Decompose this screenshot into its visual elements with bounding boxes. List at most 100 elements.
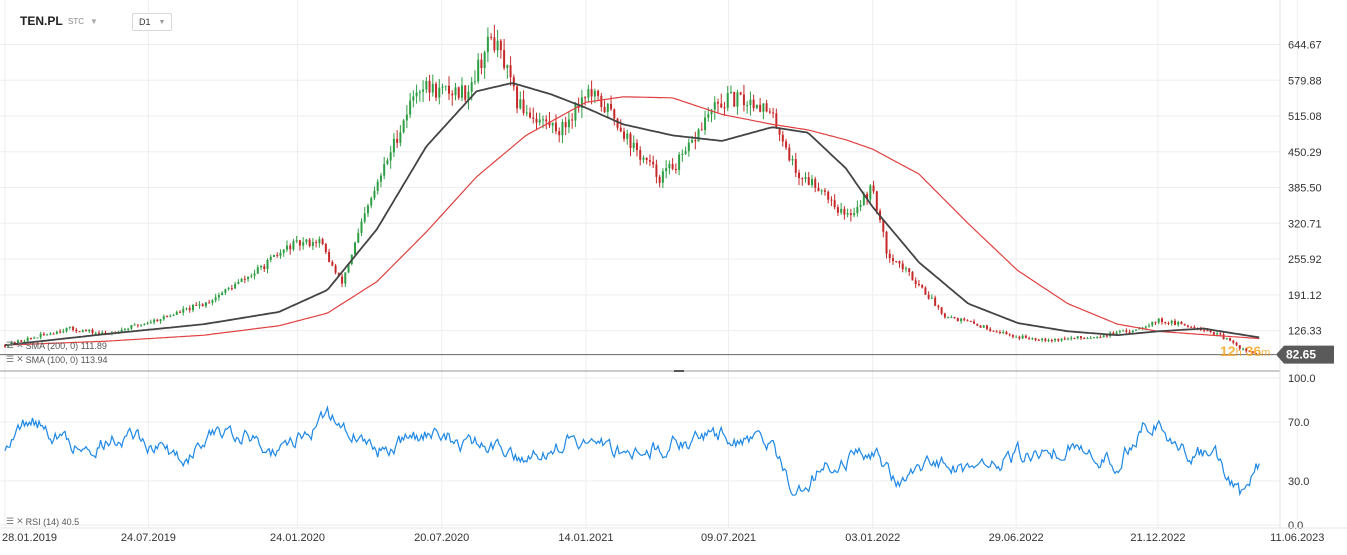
candle-down [963,318,966,321]
candle-up [460,85,463,98]
candle-up [1054,338,1057,341]
candle-down [830,199,833,201]
candle-up [422,89,425,92]
candle-down [558,131,561,136]
menu-icon[interactable]: ☰ [6,340,15,350]
candle-down [671,163,674,169]
candle-down [1079,336,1082,339]
rsi-legend[interactable]: ☰ ✕ RSI (14) 40.5 [6,516,79,527]
candle-up [146,323,149,325]
sma200-legend[interactable]: ☰ ✕ SMA (200, 0) 111.89 [6,340,107,351]
candle-down [623,131,626,139]
countdown-hours: 12 [1220,343,1236,359]
candle-up [175,311,178,315]
candle-down [532,117,535,119]
candle-down [1099,337,1102,339]
candle-up [1002,331,1005,333]
rsi-tick-label: 0.0 [1288,520,1303,532]
candle-down [940,307,943,314]
price-tick-label: 191.12 [1288,290,1322,302]
candle-up [1067,338,1070,340]
candle-down [1167,322,1170,324]
candle-up [810,179,813,185]
candle-down [522,99,525,114]
candle-up [749,99,752,106]
candle-up [130,325,133,329]
candle-up [1086,337,1089,339]
candle-down [927,294,930,299]
candle-down [1222,334,1225,340]
candle-up [904,268,907,270]
menu-icon[interactable]: ☰ [6,516,15,526]
candle-up [486,36,489,53]
candle-up [541,119,544,121]
candle-down [888,253,891,259]
candle-up [285,245,288,250]
candle-up [791,159,794,161]
close-icon[interactable]: ✕ [16,354,24,364]
candle-up [412,96,415,101]
candle-up [853,213,856,216]
candle-up [729,91,732,94]
candle-down [898,261,901,264]
candle-down [613,109,616,119]
candle-down [195,304,198,306]
candle-down [914,280,917,285]
candle-down [230,288,233,290]
candle-up [1047,340,1050,342]
candle-down [1248,351,1251,353]
menu-icon[interactable]: ☰ [6,354,15,364]
candle-up [256,267,259,274]
symbol-title[interactable]: TEN.PL [20,14,63,28]
price-tick-label: 579.88 [1288,75,1322,87]
candle-down [1018,336,1021,339]
timeframe-select[interactable]: D1 ▼ [132,13,173,31]
candle-up [295,240,298,242]
candle-up [363,213,366,222]
candle-down [635,142,638,151]
candle-up [525,112,528,114]
chevron-down-icon[interactable]: ▼ [90,16,98,26]
candle-down [785,141,788,148]
candle-up [483,52,486,69]
date-tick-label: 11.06.2023 [1270,532,1324,544]
candle-up [399,132,402,143]
candle-down [85,330,88,332]
candle-down [1193,326,1196,328]
close-icon[interactable]: ✕ [16,516,24,526]
candle-up [632,142,635,149]
candle-down [97,332,100,334]
candle-down [554,122,557,132]
rsi-label: RSI (14) 40.5 [25,516,80,527]
candle-down [872,185,875,192]
candle-down [992,330,995,332]
candle-up [441,86,444,88]
candle-down [817,187,820,192]
candle-up [438,87,441,98]
candle-up [947,317,950,319]
candle-up [55,331,58,334]
candle-up [305,239,308,243]
candle-down [798,172,801,179]
candle-down [448,85,451,94]
candle-up [1118,331,1121,333]
candle-down [645,157,648,161]
candle-down [1203,329,1206,331]
candle-down [276,254,279,256]
candle-up [755,104,758,109]
sma100-legend[interactable]: ☰ ✕ SMA (100, 0) 113.94 [6,354,108,365]
candle-down [1005,331,1008,335]
close-icon[interactable]: ✕ [16,340,24,350]
candle-up [1148,325,1151,327]
countdown-m-unit: m [1261,347,1271,359]
candle-up [856,206,859,214]
candle-up [1151,321,1154,326]
candle-up [269,256,272,261]
candle-down [720,103,723,108]
candle-up [736,92,739,107]
candle-down [619,127,622,132]
candle-up [496,40,499,51]
candle-down [895,261,898,263]
candle-up [237,281,240,284]
candle-down [742,94,745,106]
